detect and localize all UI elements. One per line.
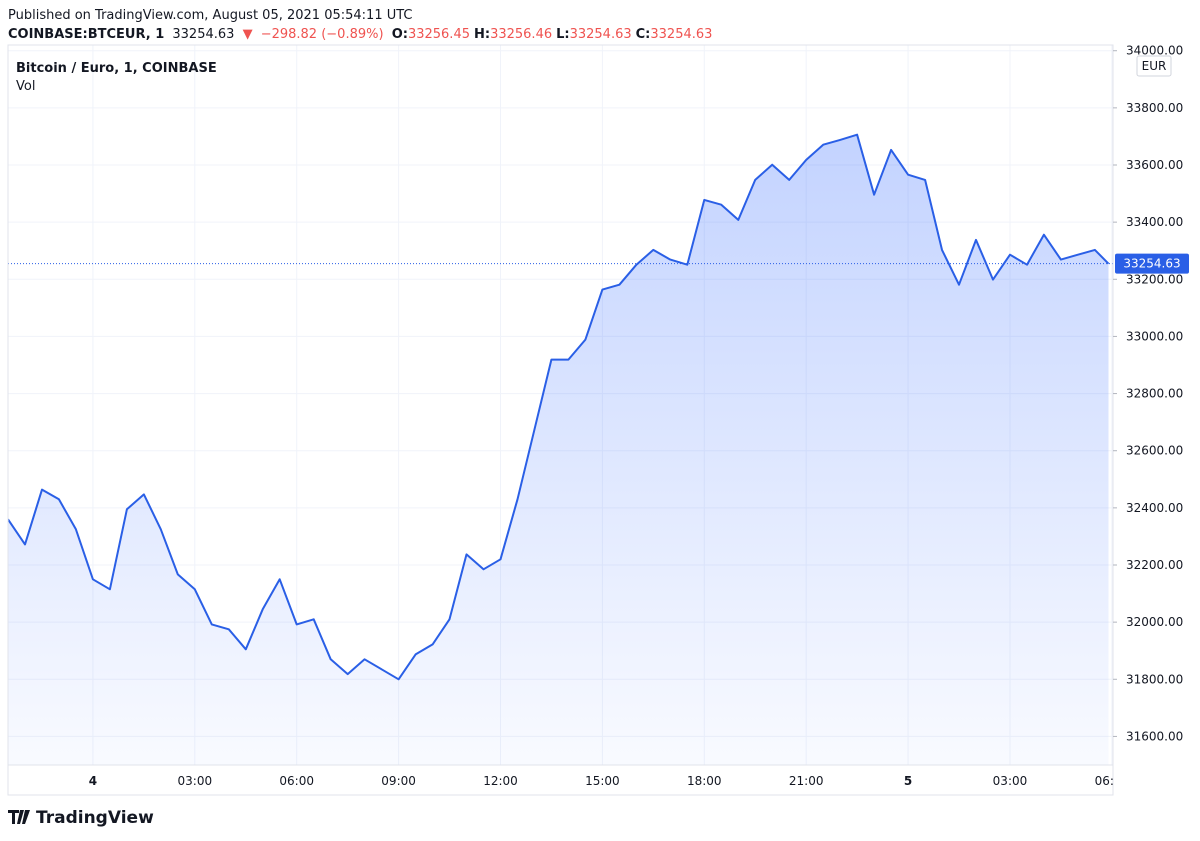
ohlc-key: O: bbox=[392, 27, 408, 42]
ohlc-value: 33256.46 bbox=[490, 27, 552, 42]
ohlc-value: 33254.63 bbox=[650, 27, 712, 42]
change: −298.82 (−0.89%) bbox=[261, 27, 384, 42]
y-tick-label: 33200.00 bbox=[1126, 272, 1183, 286]
ohlc-value: 33254.63 bbox=[570, 27, 632, 42]
ohlc-key: L: bbox=[556, 27, 569, 42]
change-arrow: ▼ bbox=[243, 27, 253, 42]
x-tick-label: 03:00 bbox=[993, 774, 1028, 788]
x-tick-label: 06:00 bbox=[279, 774, 314, 788]
x-tick-label: 5 bbox=[904, 774, 912, 788]
x-tick-label: 4 bbox=[89, 774, 97, 788]
legend-vol: Vol bbox=[16, 79, 35, 94]
y-tick-label: 31600.00 bbox=[1126, 729, 1183, 743]
y-tick-label: 32000.00 bbox=[1126, 615, 1183, 629]
x-tick-label: 21:00 bbox=[789, 774, 824, 788]
x-tick-label: 06:00 bbox=[1095, 774, 1130, 788]
last-price-label: 33254.63 bbox=[1123, 257, 1180, 271]
y-tick-label: 32400.00 bbox=[1126, 501, 1183, 515]
x-tick-label: 03:00 bbox=[178, 774, 213, 788]
published-note: Published on TradingView.com, August 05,… bbox=[8, 8, 413, 23]
ohlc: O:33256.45 H:33256.46 L:33254.63 C:33254.63 bbox=[392, 27, 713, 42]
price-line bbox=[8, 133, 1110, 681]
y-tick-label: 33400.00 bbox=[1126, 215, 1183, 229]
ohlc-value: 33256.45 bbox=[408, 27, 470, 42]
x-tick-label: 09:00 bbox=[381, 774, 416, 788]
x-tick-label: 12:00 bbox=[483, 774, 518, 788]
price-axis: 31600.00 31800.00 32000.00 32200.00 32400.00… bbox=[1113, 44, 1183, 743]
symbol: COINBASE:BTCEUR, 1 bbox=[8, 27, 164, 42]
ohlc-key: H: bbox=[474, 27, 490, 42]
y-tick-label: 31800.00 bbox=[1126, 672, 1183, 686]
y-tick-label: 33800.00 bbox=[1126, 101, 1183, 115]
y-tick-label: 34000.00 bbox=[1126, 44, 1183, 58]
plot-area bbox=[8, 133, 1113, 765]
currency-box[interactable] bbox=[1136, 55, 1172, 77]
x-tick-label: 18:00 bbox=[687, 774, 722, 788]
ohlc-key: C: bbox=[636, 27, 651, 42]
last-price-box bbox=[1115, 253, 1189, 274]
logo: TradingView bbox=[8, 808, 154, 828]
currency[interactable]: EUR bbox=[1142, 59, 1167, 73]
legend-title: Bitcoin / Euro, 1, COINBASE bbox=[16, 61, 217, 76]
brand: TradingView bbox=[36, 808, 154, 828]
plot-border bbox=[7, 44, 1114, 796]
y-tick-label: 32800.00 bbox=[1126, 387, 1183, 401]
y-tick-label: 32200.00 bbox=[1126, 558, 1183, 572]
y-tick-label: 33600.00 bbox=[1126, 158, 1183, 172]
y-tick-label: 33000.00 bbox=[1126, 329, 1183, 343]
price-area bbox=[8, 134, 1109, 765]
x-tick-label: 15:00 bbox=[585, 774, 620, 788]
last-price: 33254.63 bbox=[172, 27, 234, 42]
time-axis: 4 03:00 06:00 09:00 12:00 15:00 18:00 21:00 5 03:… bbox=[89, 774, 1130, 788]
y-tick-label: 32600.00 bbox=[1126, 444, 1183, 458]
symbol-line: COINBASE:BTCEUR, 1 33254.63 ▼ −298.82 (−… bbox=[8, 27, 712, 42]
